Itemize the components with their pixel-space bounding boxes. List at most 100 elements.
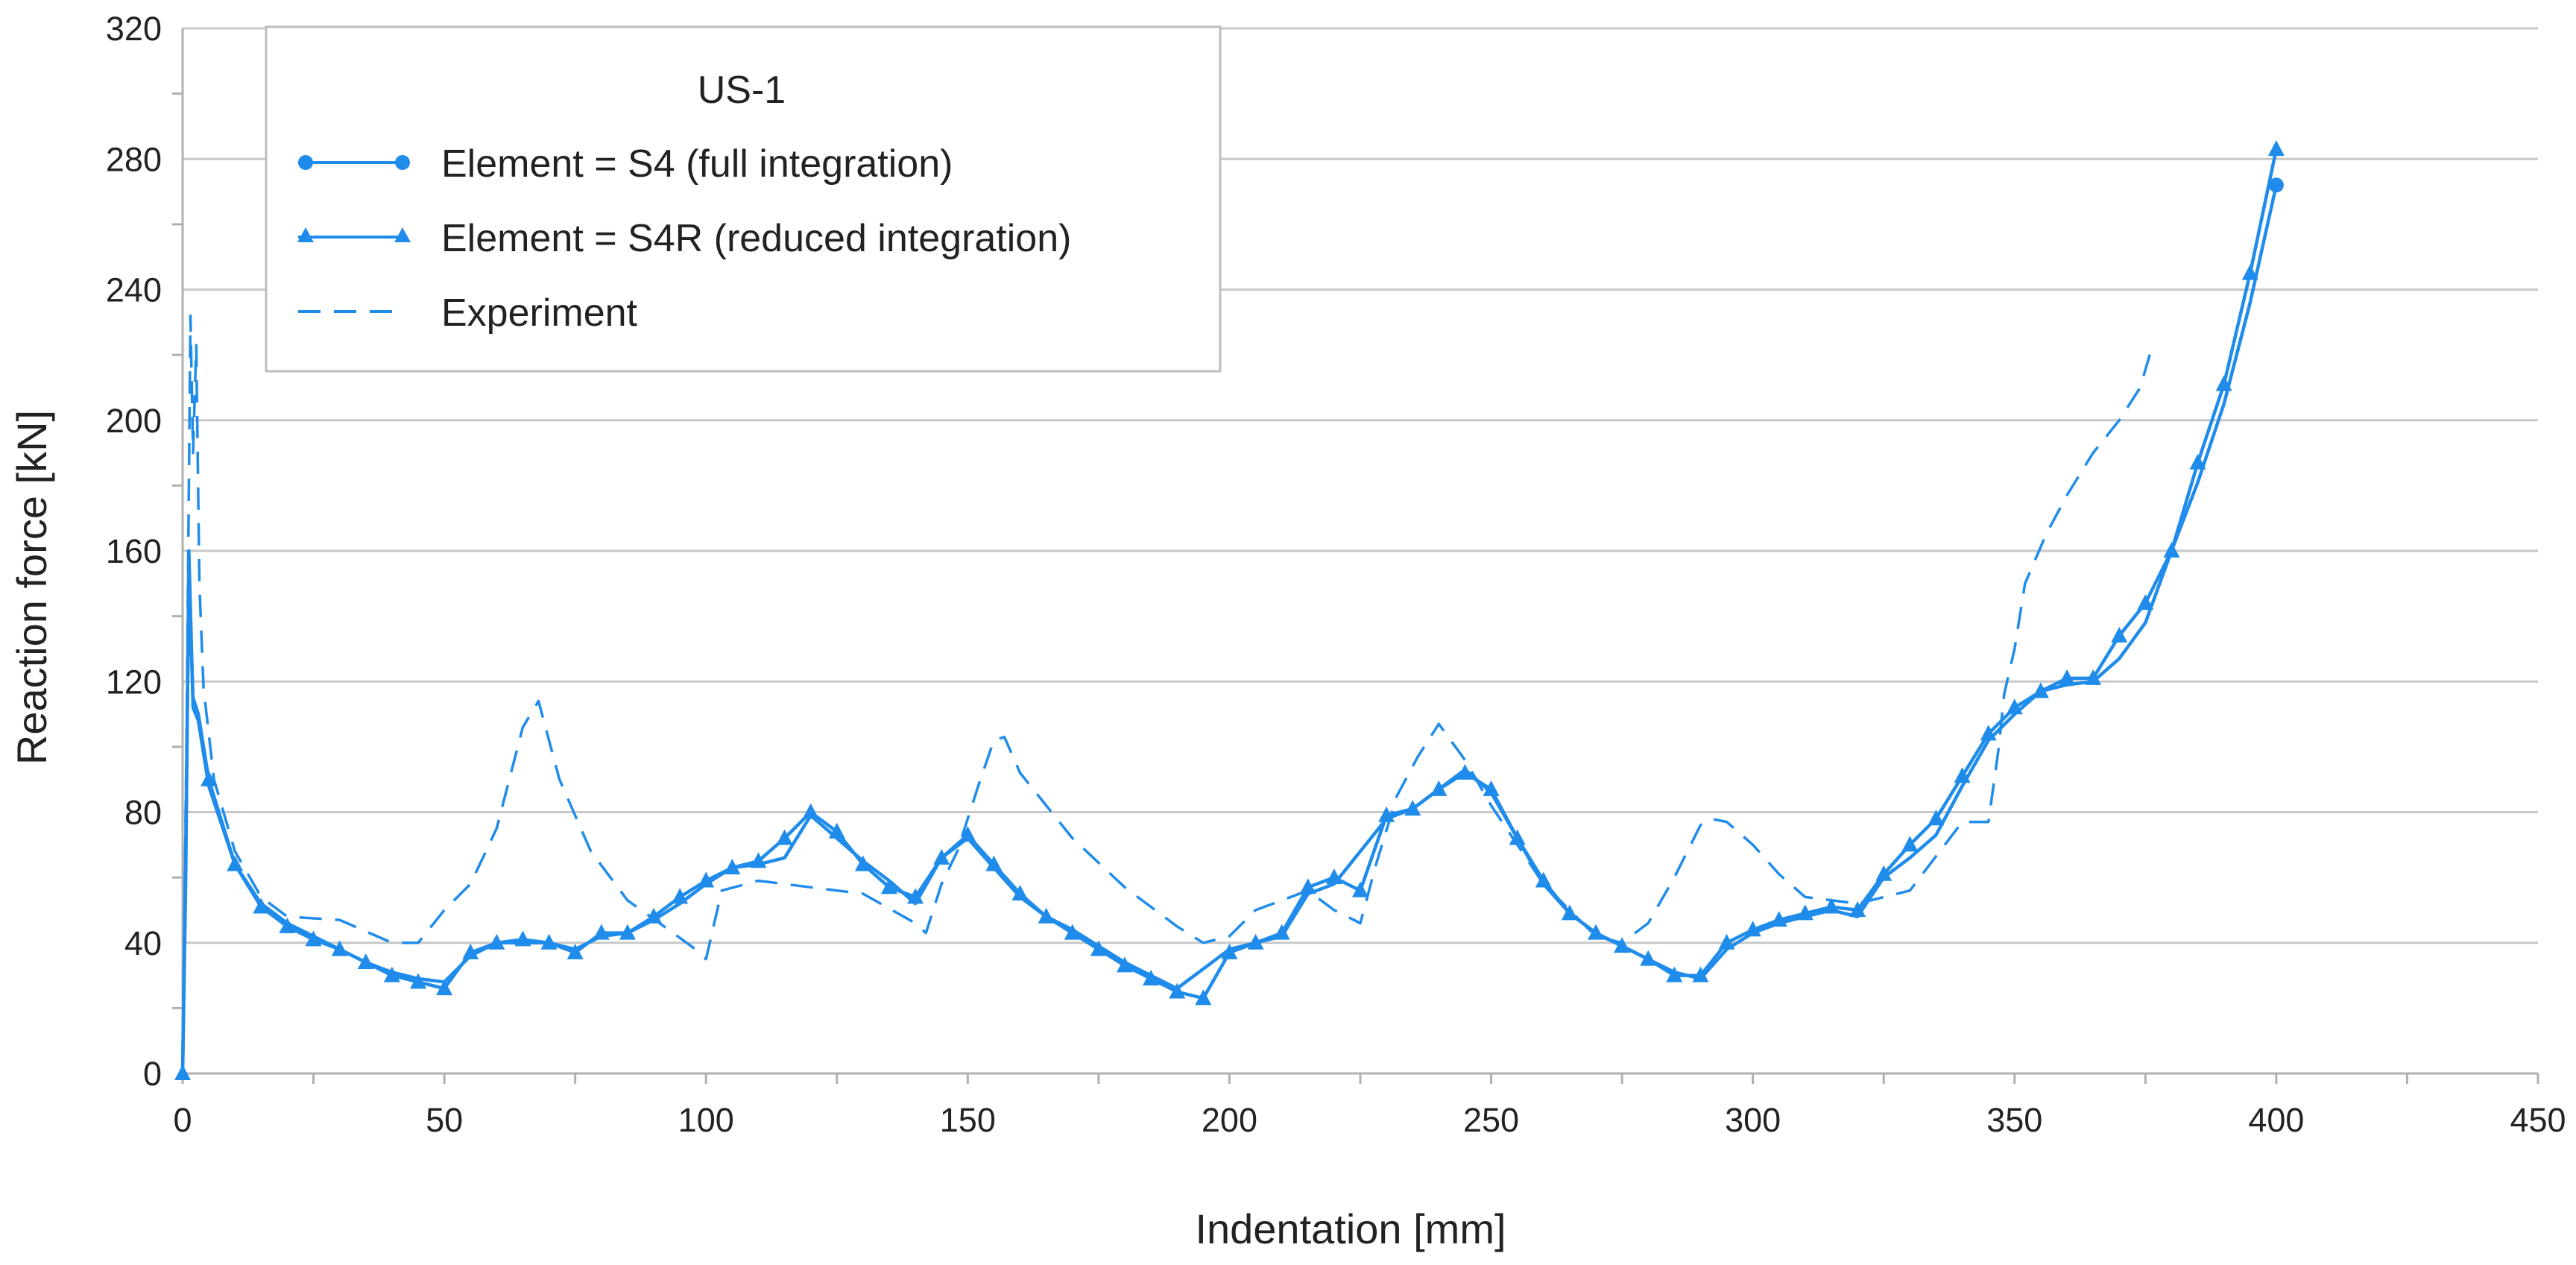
data-point-s4r [1875,865,1892,881]
data-point-s4r [1561,904,1578,921]
data-point-s4r [1796,904,1813,921]
x-tick-label: 100 [678,1101,734,1139]
data-point-s4r [1352,881,1368,898]
series-layer [174,140,2285,1080]
data-point-s4r [2241,264,2258,280]
data-point-s4r [881,878,897,895]
data-point-s4r [383,966,400,982]
legend-label-s4r: Element = S4R (reduced integration) [441,217,1071,260]
legend-marker-s4r [394,227,411,242]
series-s4r [174,140,2285,1080]
legend-box [265,25,1222,373]
data-point-s4r [698,871,715,888]
data-point-s4r [331,940,348,956]
data-point-s4r [1588,924,1604,940]
data-point-s4r [540,933,558,950]
data-point-s4r [1640,950,1657,966]
data-point-s4r [2006,698,2023,715]
data-point-s4r [1299,878,1316,895]
series-experiment [181,314,2153,1074]
data-point-s4r [1117,956,1133,973]
legend-marker-s4r [297,227,314,242]
data-point-s4r [201,770,218,786]
legend-marker-s4 [298,155,313,170]
data-point-s4r [2085,669,2102,685]
data-point-s4r [1509,829,1526,845]
data-point-s4r [1247,933,1264,950]
legend-entry-s4r: Element = S4R (reduced integration) [297,217,1071,260]
data-point-s4r [1456,763,1474,780]
data-point-s4r [2189,453,2206,470]
data-point-s4r [2059,669,2075,685]
data-point-s4r [985,855,1003,871]
axes: 0 40 80 120 160 200 240 280 320 0 50 100 150 200 250 30… [106,10,2566,1139]
data-point-s4r [672,888,689,904]
data-point-s4r [1954,767,1971,783]
data-point-s4r [1325,868,1342,885]
x-tick-label: 250 [1463,1101,1519,1139]
legend-marker-s4 [395,155,410,170]
legend-title: US-1 [698,69,786,112]
data-point-s4r [1692,966,1709,982]
data-point-s4r [410,973,426,989]
data-point-s4r [593,924,610,940]
x-tick-label: 0 [173,1101,192,1139]
legend-label-s4: Element = S4 (full integration) [441,142,953,186]
x-tick-label: 400 [2248,1101,2304,1139]
data-point-s4r [776,829,793,845]
y-axis-title: Reaction force [kN] [8,410,55,765]
data-point-s4r [802,803,819,819]
y-tick-label: 80 [124,794,162,832]
x-tick-label: 150 [940,1101,996,1139]
data-point-s4r [1666,966,1683,982]
y-tick-label: 0 [143,1055,162,1093]
data-point-s4r [514,930,531,947]
data-point-s4r [1143,969,1160,985]
data-point-s4r [462,943,479,959]
data-point-s4r [750,852,767,868]
data-point-s4r [2267,140,2285,157]
data-point-s4r [1064,924,1081,940]
data-point-s4r [933,848,950,865]
x-axis-title: Indentation [mm] [1195,1205,1506,1252]
data-point-s4r [2032,682,2049,698]
data-point-s4r [253,898,270,914]
data-point-s4r [907,888,924,904]
data-point-s4r [1011,885,1029,901]
data-point-s4r [1221,943,1238,959]
data-point-s4r [1849,900,1866,917]
data-point-s4r [1483,780,1500,796]
series-line-experiment [181,314,2153,1074]
data-point-s4r [1195,989,1212,1006]
data-point-s4r [2163,542,2180,558]
legend-entry-s4: Element = S4 (full integration) [298,142,953,186]
data-point-s4r [305,930,322,947]
y-tick-label: 120 [106,663,162,701]
x-tick-label: 200 [1202,1101,1257,1139]
data-point-s4r [1980,725,1997,741]
legend: US-1 Element = S4 (full integration) Ele… [265,25,1222,373]
data-point-s4r [1928,810,1945,826]
data-point-s4r [488,933,505,950]
data-point-s4r [1823,898,1840,914]
data-point-s4r [2111,626,2128,643]
data-point-s4r [645,907,662,924]
data-point-s4r [1718,933,1735,950]
data-point-s4r [1901,836,1919,852]
data-point-s4r [436,979,453,996]
data-point-s4r [2215,375,2232,391]
data-point-s4r [2137,594,2154,611]
x-tick-label: 50 [426,1101,463,1139]
data-point-s4r [357,953,374,970]
data-point-s4 [2268,177,2284,193]
data-point-s4r [1090,940,1107,956]
legend-entry-experiment: Experiment [298,291,638,335]
data-point-s4r [1770,911,1787,927]
data-point-s4r [227,855,244,871]
y-tick-label: 240 [106,271,162,309]
data-point-s4r [1614,937,1631,953]
data-point-s4r [854,855,871,871]
data-point-s4r [1535,871,1552,888]
y-tick-label: 200 [106,402,162,440]
